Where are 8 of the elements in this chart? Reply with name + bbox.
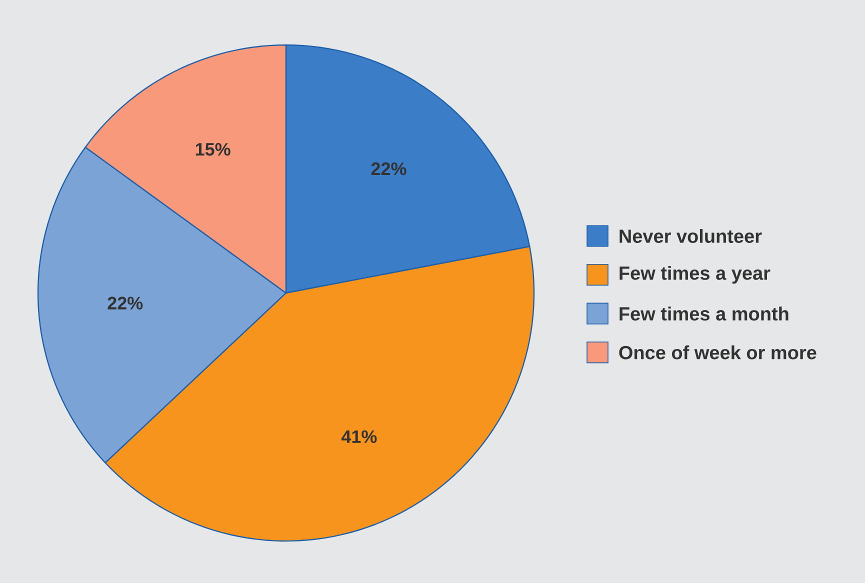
- data-label: 22%: [108, 296, 143, 310]
- legend-label: Few times a year: [620, 266, 770, 284]
- legend-label: Once of week or more: [619, 345, 816, 360]
- legend-label: Few times a month: [620, 306, 788, 321]
- legend-label: Never volunteer: [620, 229, 762, 243]
- data-label: 22%: [371, 162, 406, 176]
- data-label: 15%: [196, 143, 230, 156]
- data-label: 41%: [341, 430, 377, 443]
